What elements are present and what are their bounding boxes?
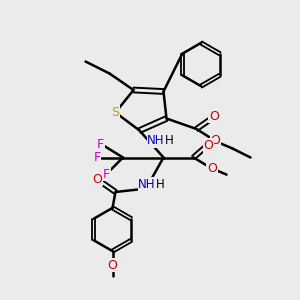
Text: S: S [112, 106, 119, 119]
Text: NH: NH [147, 134, 165, 148]
Text: F: F [103, 167, 110, 181]
Text: O: O [204, 139, 213, 152]
Text: F: F [97, 137, 104, 151]
Text: O: O [108, 259, 117, 272]
Text: H: H [165, 134, 174, 148]
Text: F: F [93, 151, 100, 164]
Text: O: O [211, 134, 220, 148]
Text: NH: NH [138, 178, 156, 191]
Text: O: O [93, 172, 102, 186]
Text: H: H [156, 178, 165, 191]
Text: O: O [207, 161, 217, 175]
Text: O: O [209, 110, 219, 123]
